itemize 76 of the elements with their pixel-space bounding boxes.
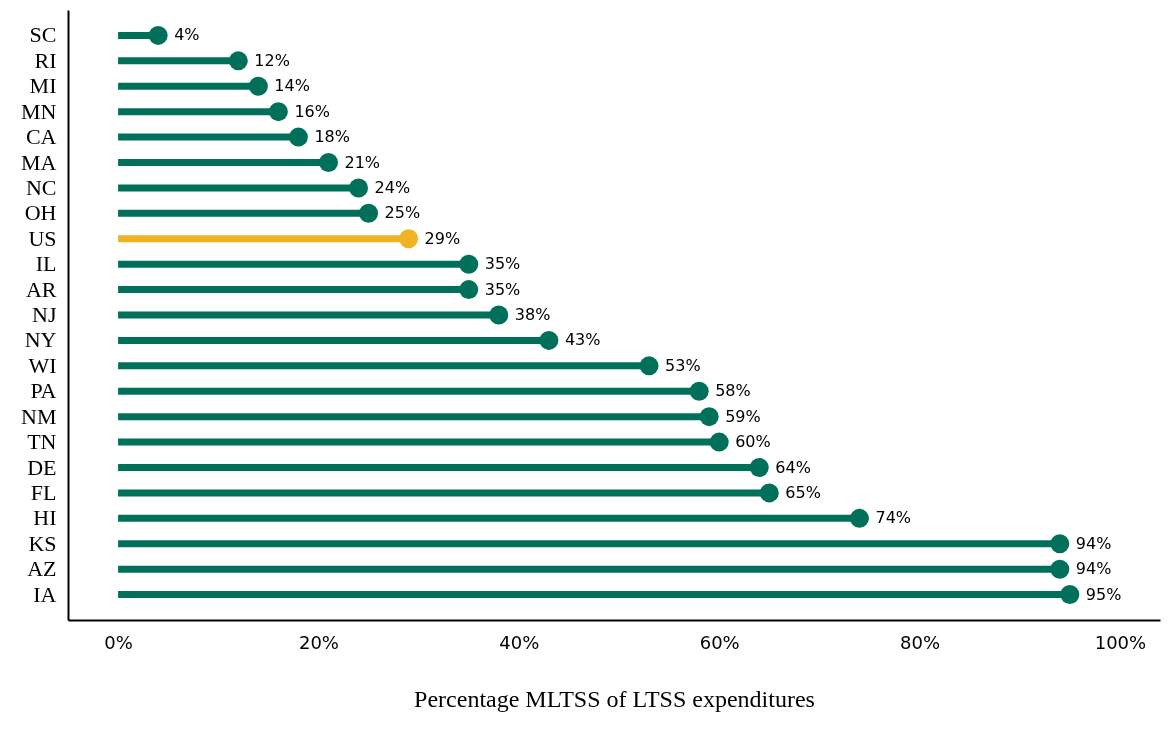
y-tick-label: US [28,225,57,251]
data-label: 14% [274,76,310,96]
point [759,483,779,503]
point [699,407,719,427]
y-tick-label: RI [34,47,57,73]
x-tick-label: 80% [900,631,941,653]
point [399,229,419,249]
point [228,51,248,71]
y-tick-label: NM [21,403,57,429]
y-tick-label: MA [21,149,57,175]
point [749,458,769,477]
y-tick-label: NJ [32,302,57,327]
data-label: 74% [875,508,912,528]
data-label: 29% [424,228,461,248]
data-label: 35% [484,279,521,299]
data-label: 58% [715,381,751,401]
data-label: 12% [254,50,290,70]
y-tick-label: TN [27,429,57,455]
point [459,254,479,274]
point [539,330,559,350]
data-label: 38% [514,305,551,324]
y-tick-label: SC [29,22,57,48]
data-label: 21% [344,152,381,172]
point [709,432,729,452]
y-tick-label: NC [25,174,57,200]
point [288,127,308,147]
point [1050,534,1070,554]
point [1050,559,1070,579]
point [268,102,288,122]
point [359,203,379,223]
point [489,305,509,325]
x-axis-title: Percentage MLTSS of LTSS expenditures [414,685,815,712]
data-label: 94% [1075,533,1112,553]
data-label: 16% [294,101,330,121]
data-label: 64% [775,457,811,477]
x-tick-label: 100% [1094,631,1147,653]
data-label: 59% [725,406,761,426]
y-tick-label: FL [30,479,57,505]
data-label: 35% [484,254,521,274]
y-tick-label: AR [25,276,57,302]
y-tick-label: AZ [27,556,57,582]
y-tick-label: KS [28,530,57,556]
data-label: 60% [735,432,771,452]
y-tick-label: NY [24,327,57,353]
point [248,76,268,96]
y-tick-label: DE [27,454,57,480]
y-tick-label: OH [24,200,57,226]
point [148,25,168,45]
data-label: 43% [564,330,601,350]
point [849,508,869,528]
y-tick-label: MN [21,98,57,124]
data-label: 94% [1075,559,1112,579]
y-tick-label: PA [30,378,57,404]
data-label: 24% [374,177,411,197]
data-label: 18% [314,127,350,147]
y-tick-label: IA [33,581,57,607]
data-label: 4% [174,25,200,45]
point [1060,585,1080,605]
y-tick-label: CA [25,124,57,150]
point [639,356,659,376]
y-tick-label: HI [33,505,57,531]
point [689,381,709,401]
y-tick-label: WI [28,352,57,378]
y-tick-label: MI [29,73,57,99]
data-label: 95% [1085,584,1122,604]
point [318,153,338,172]
x-tick-label: 60% [699,631,740,653]
y-tick-label: IL [35,251,57,277]
x-tick-label: 0% [104,631,133,653]
point [459,280,479,300]
x-tick-label: 20% [298,631,339,653]
data-label: 25% [384,203,421,223]
data-label: 65% [785,482,821,502]
point [349,178,369,198]
data-label: 53% [665,355,701,375]
x-tick-label: 40% [499,631,540,653]
